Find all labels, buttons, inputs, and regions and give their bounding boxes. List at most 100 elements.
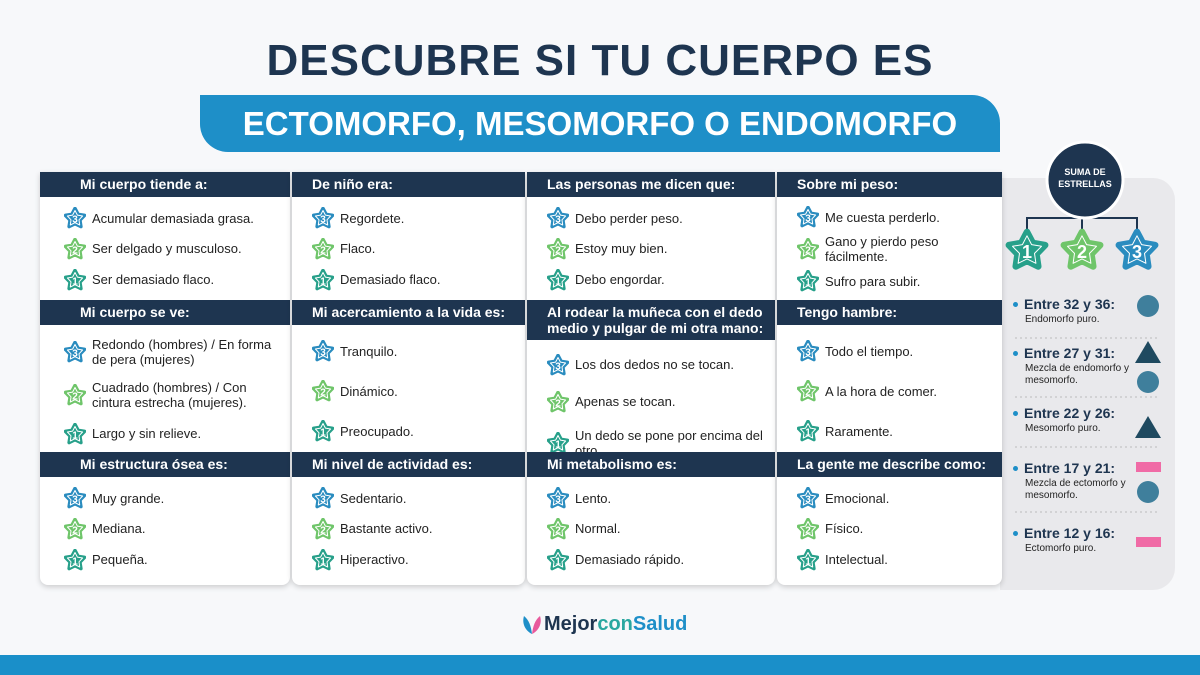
star-outline xyxy=(549,490,567,506)
option: 3 Me cuesta perderlo. xyxy=(797,206,994,228)
option-text: Apenas se tocan. xyxy=(575,394,676,410)
shape-triangle xyxy=(1135,341,1161,363)
star-number: 3 xyxy=(555,215,561,226)
star-outline xyxy=(1012,235,1042,264)
option: 2 Gano y pierdo peso fácilmente. xyxy=(797,234,994,264)
option: 1 Demasiado rápido. xyxy=(547,548,767,571)
star-outline xyxy=(314,520,332,537)
option-text: Ser demasiado flaco. xyxy=(92,272,215,288)
question-title: Sobre mi peso: xyxy=(777,172,1002,197)
question: La gente me describe como: 3 Emocional. 2 Fí… xyxy=(777,452,1002,585)
question: Las personas me dicen que: 3 Debo perder p… xyxy=(527,172,775,300)
option: 1 Largo y sin relieve. xyxy=(64,422,282,445)
question: Mi nivel de actividad es: 3 Sedentario. 2 Ba… xyxy=(292,452,525,585)
star: 1 xyxy=(547,548,569,570)
star: 2 xyxy=(64,383,86,406)
star-number: 1 xyxy=(72,276,78,287)
option-list: 3 Todo el tiempo. 2 A la hora de comer. 1 Rar… xyxy=(777,325,1002,451)
star-outline xyxy=(799,520,817,537)
star-outline xyxy=(549,393,567,410)
star: 3 xyxy=(797,487,819,509)
option: 3 Muy grande. xyxy=(64,487,282,509)
range-result: Ectomorfo puro. xyxy=(1025,543,1097,554)
range-label: Entre 32 y 36: xyxy=(1024,296,1116,312)
star-number: 2 xyxy=(805,245,811,256)
brand-part: con xyxy=(597,612,633,635)
question-title: Mi cuerpo tiende a: xyxy=(40,172,290,197)
star-outline xyxy=(66,520,84,537)
option-text: Largo y sin relieve. xyxy=(92,426,202,442)
option-text: Me cuesta perderlo. xyxy=(825,209,940,225)
star-number: 3 xyxy=(805,495,811,506)
option: 2 Bastante activo. xyxy=(312,517,517,540)
star-outline xyxy=(549,210,567,226)
option: 3 Lento. xyxy=(547,487,767,509)
option-list: 3 Muy grande. 2 Mediana. 1 Pequeña. xyxy=(40,477,290,575)
star-number: 1 xyxy=(320,556,326,567)
shape-circle xyxy=(1137,371,1159,393)
star-number: 3 xyxy=(555,495,561,506)
star-outline xyxy=(549,520,567,537)
question-title: La gente me describe como: xyxy=(777,452,1002,477)
star: 2 xyxy=(312,237,334,260)
star-outline xyxy=(549,435,567,451)
star-number: 1 xyxy=(72,430,78,441)
option-text: Cuadrado (hombres) / Con cintura estrech… xyxy=(92,379,247,410)
star-outline xyxy=(314,210,332,226)
question: Mi acercamiento a la vida es: 3 Tranquilo.… xyxy=(292,300,525,452)
star-number: 3 xyxy=(72,495,78,506)
question-title: Mi cuerpo se ve: xyxy=(40,300,290,325)
range-result: Mezcla de ectomorfo y mesomorfo. xyxy=(1025,478,1126,501)
star-number: 1 xyxy=(1022,242,1032,262)
star: 2 xyxy=(547,517,569,540)
star-number: 3 xyxy=(1132,242,1142,262)
star-outline xyxy=(549,240,567,257)
question-card: Las personas me dicen que: 3 Debo perder p… xyxy=(527,172,775,585)
title: DESCUBRE SI TU CUERPO ES xyxy=(266,36,934,85)
star-outline xyxy=(549,271,567,288)
star: 2 xyxy=(312,380,334,402)
option-list: 3 Regordete. 2 Flaco. 1 Demasiado flaco. xyxy=(292,197,525,295)
question: Mi metabolismo es: 3 Lento. 2 Normal. 1 Demasi… xyxy=(527,452,775,585)
option-text: Preocupado. xyxy=(340,423,414,439)
star-outline xyxy=(314,271,332,288)
range-result: Mesomorfo puro. xyxy=(1025,423,1101,434)
star: 2 xyxy=(64,517,86,540)
option: 1 Hiperactivo. xyxy=(312,548,517,571)
question-title: Mi nivel de actividad es: xyxy=(292,452,525,477)
star-outline xyxy=(799,343,817,359)
option: 2 Normal. xyxy=(547,517,767,540)
star: 1 xyxy=(312,268,334,290)
option: 1 Preocupado. xyxy=(312,420,517,442)
question-title: Las personas me dicen que: xyxy=(527,172,775,197)
star-icon xyxy=(1115,228,1159,270)
option-text: A la hora de comer. xyxy=(825,383,938,399)
option-text: Físico. xyxy=(825,521,864,537)
star-number: 3 xyxy=(320,347,326,358)
star-number: 1 xyxy=(320,276,326,287)
star-outline xyxy=(1122,235,1152,264)
option-text: Demasiado rápido. xyxy=(575,552,685,568)
option-text: Redondo (hombres) / En forma de pera (mu… xyxy=(92,337,272,368)
shape-circle xyxy=(1137,481,1159,503)
question-title: Al rodear la muñeca con el dedo medio y … xyxy=(527,300,775,340)
option: 3 Tranquilo. xyxy=(312,340,517,362)
star-outline xyxy=(314,240,332,257)
star: 2 xyxy=(64,237,86,260)
question-title: Mi estructura ósea es: xyxy=(40,452,290,477)
option: 1 Pequeña. xyxy=(64,548,282,571)
star-number: 1 xyxy=(555,556,561,567)
star-number: 1 xyxy=(320,427,326,438)
option: 1 Intelectual. xyxy=(797,548,994,571)
option: 2 Ser delgado y musculoso. xyxy=(64,237,282,260)
question-title: Tengo hambre: xyxy=(777,300,1002,325)
star-number: 1 xyxy=(805,277,811,288)
star-outline xyxy=(314,490,332,506)
star-number: 2 xyxy=(805,525,811,536)
option: 2 Estoy muy bien. xyxy=(547,237,767,260)
option-text: Muy grande. xyxy=(92,490,165,506)
star-number: 2 xyxy=(72,525,78,536)
shape-circle xyxy=(1137,295,1159,317)
